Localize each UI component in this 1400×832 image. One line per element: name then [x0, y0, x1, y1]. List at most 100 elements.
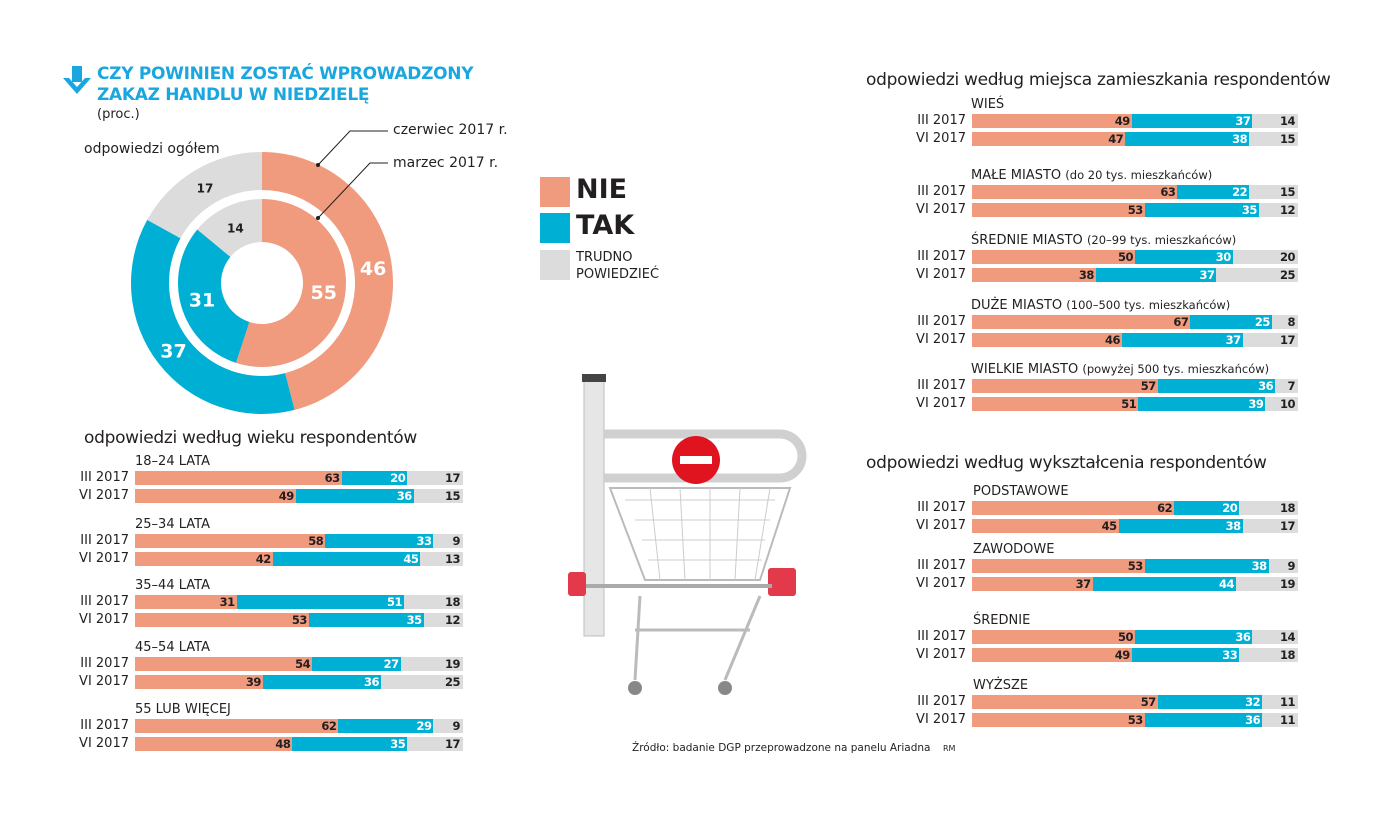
group-title: ZAWODOWE: [973, 542, 1055, 557]
legend-swatch-tak: [540, 213, 570, 243]
bar-segment-nie: [972, 577, 1093, 591]
value-label-trudno: 25: [1279, 268, 1296, 282]
value-label-tak: 36: [1258, 379, 1274, 393]
value-label-trudno: 12: [444, 613, 461, 627]
donut-label-outer-tak: 37: [160, 341, 186, 363]
bar-segment-nie: [972, 268, 1096, 282]
row-label: III 2017: [917, 249, 966, 264]
value-label-nie: 42: [255, 552, 272, 566]
row-label: III 2017: [917, 558, 966, 573]
value-label-nie: 54: [295, 657, 311, 671]
value-label-tak: 20: [1222, 501, 1238, 515]
value-label-tak: 38: [1232, 132, 1248, 146]
bar-segment-tak: [1131, 114, 1253, 128]
value-label-trudno: 9: [452, 719, 460, 733]
row-label: VI 2017: [79, 736, 129, 751]
group-label: 18–24 LATA: [135, 454, 210, 469]
bar-segment-tak: [325, 534, 434, 548]
value-label-nie: 37: [1075, 577, 1092, 591]
row-label: III 2017: [80, 718, 129, 733]
section-title: odpowiedzi według wieku respondentów: [84, 428, 417, 448]
value-label-trudno: 17: [1279, 333, 1296, 347]
value-label-tak: 32: [1245, 695, 1261, 709]
value-label-trudno: 14: [1279, 114, 1296, 128]
donut-title: odpowiedzi ogółem: [84, 141, 220, 157]
value-label-trudno: 20: [1279, 250, 1296, 264]
value-label-nie: 46: [1104, 333, 1121, 347]
bar-segment-tak: [1135, 250, 1233, 264]
row-label: III 2017: [917, 378, 966, 393]
section-title: odpowiedzi według miejsca zamieszkania r…: [866, 70, 1331, 90]
row-label: VI 2017: [916, 396, 966, 411]
stacked-bar: 53 35 12: [972, 203, 1298, 217]
value-label-trudno: 10: [1279, 397, 1296, 411]
bar-segment-tak: [262, 675, 381, 689]
stacked-bar: 47 38 15: [972, 132, 1298, 146]
group-title: 25–34 LATA: [135, 517, 210, 532]
row-label: VI 2017: [916, 576, 966, 591]
legend-trudno-line1: TRUDNO: [576, 250, 633, 265]
group-label: WIELKIE MIASTO: [971, 362, 1079, 377]
value-label-nie: 57: [1140, 695, 1157, 709]
bar-segment-tak: [295, 489, 414, 503]
bar-segment-nie: [972, 315, 1191, 329]
value-label-trudno: 9: [1287, 559, 1295, 573]
bar-segment-tak: [1157, 695, 1263, 709]
value-label-trudno: 17: [444, 737, 461, 751]
stacked-bar: 51 39 10: [972, 397, 1298, 411]
stacked-bar: 62 20 18: [972, 501, 1298, 515]
bar-segment-tak: [1144, 203, 1259, 217]
value-label-tak: 36: [1245, 713, 1261, 727]
stacked-bar: 49 37 14: [972, 114, 1298, 128]
group-label: MAŁE MIASTO: [971, 168, 1062, 183]
group-sublabel: (do 20 tys. mieszkańców): [1065, 168, 1213, 182]
leader-dot: [316, 216, 320, 220]
group-title: WYŻSZE: [973, 678, 1028, 693]
value-label-trudno: 15: [1279, 132, 1296, 146]
arrow-down-icon: [63, 66, 91, 94]
value-label-trudno: 13: [444, 552, 461, 566]
bar-segment-nie: [972, 185, 1178, 199]
stacked-bar: 63 22 15: [972, 185, 1298, 199]
bar-segment-tak: [1190, 315, 1272, 329]
bar-segment-nie: [135, 489, 296, 503]
stacked-bar: 38 37 25: [972, 268, 1298, 282]
row-label: VI 2017: [79, 551, 129, 566]
stacked-bar: 39 36 25: [135, 675, 463, 689]
inner-ring-label: marzec 2017 r.: [393, 155, 499, 171]
bar-segment-nie: [135, 595, 237, 609]
group-sublabel: (powyżej 500 tys. mieszkańców): [1082, 362, 1270, 376]
group-label: ŚREDNIE MIASTO: [971, 233, 1083, 248]
bar-segment-nie: [972, 501, 1175, 515]
bar-segment-nie: [135, 657, 313, 671]
stacked-bar: 48 35 17: [135, 737, 463, 751]
group-title: DUŻE MIASTO (100–500 tys. mieszkańców): [971, 298, 1230, 313]
row-label: III 2017: [917, 113, 966, 128]
stacked-bar: 50 30 20: [972, 250, 1298, 264]
bar-segment-nie: [972, 397, 1139, 411]
value-label-nie: 67: [1173, 315, 1189, 329]
stacked-bar: 45 38 17: [972, 519, 1298, 533]
group-title: 18–24 LATA: [135, 454, 210, 469]
group-title: ŚREDNIE MIASTO (20–99 tys. mieszkańców): [971, 233, 1236, 248]
group-label: 55 LUB WIĘCEJ: [135, 702, 231, 717]
value-label-tak: 33: [1222, 648, 1238, 662]
value-label-nie: 49: [1114, 648, 1131, 662]
row-label: III 2017: [917, 629, 966, 644]
donut-label-inner-tak: 31: [189, 289, 215, 311]
group-label: DUŻE MIASTO: [971, 298, 1063, 313]
stacked-bar: 49 33 18: [972, 648, 1298, 662]
value-label-nie: 39: [245, 675, 262, 689]
value-label-nie: 50: [1117, 250, 1134, 264]
group-title: WIELKIE MIASTO (powyżej 500 tys. mieszka…: [971, 362, 1269, 377]
donut-chart: 46 37 17 55 31 14: [130, 130, 394, 415]
donut-label-outer-trudno: 17: [197, 182, 214, 196]
value-label-trudno: 19: [444, 657, 461, 671]
group-label: ZAWODOWE: [973, 542, 1055, 557]
row-label: VI 2017: [79, 612, 129, 627]
value-label-nie: 38: [1078, 268, 1095, 282]
value-label-nie: 58: [308, 534, 324, 548]
bar-segment-nie: [972, 333, 1122, 347]
bar-segment-nie: [972, 713, 1145, 727]
value-label-nie: 50: [1117, 630, 1134, 644]
